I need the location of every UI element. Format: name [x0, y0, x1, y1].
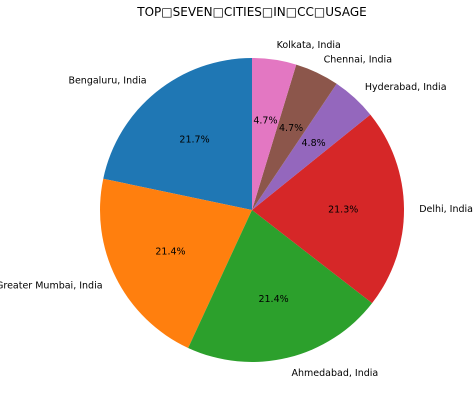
- slice-percent-label: 4.7%: [279, 123, 303, 134]
- slice-label: Chennai, India: [324, 54, 392, 65]
- slice-percent-label: 21.4%: [258, 294, 288, 305]
- slice-percent-label: 4.8%: [302, 138, 326, 149]
- chart-title: TOP□SEVEN□CITIES□IN□CC□USAGE: [136, 5, 366, 19]
- slice-label: Greater Mumbai, India: [0, 280, 103, 291]
- slice-percent-label: 4.7%: [253, 115, 277, 126]
- slice-percent-label: 21.7%: [179, 135, 209, 146]
- pie-labels: 21.7% Bengaluru, India 21.4% Greater Mumbai…: [0, 40, 473, 379]
- pie-slice: [100, 178, 252, 348]
- slice-label: Ahmedabad, India: [292, 368, 379, 379]
- pie-slice: [252, 58, 297, 210]
- pie-slices: [100, 58, 404, 362]
- slice-label: Hyderabad, India: [365, 82, 447, 93]
- slice-label: Bengaluru, India: [68, 76, 146, 87]
- pie-slice: [103, 58, 252, 210]
- slice-label: Kolkata, India: [277, 40, 341, 51]
- slice-percent-label: 21.3%: [328, 205, 358, 216]
- pie-slice: [252, 64, 337, 210]
- slice-label: Delhi, India: [419, 204, 473, 215]
- pie-slice: [252, 83, 371, 210]
- slice-percent-label: 21.4%: [155, 246, 185, 257]
- pie-slice: [188, 210, 373, 362]
- pie-slice: [252, 114, 404, 304]
